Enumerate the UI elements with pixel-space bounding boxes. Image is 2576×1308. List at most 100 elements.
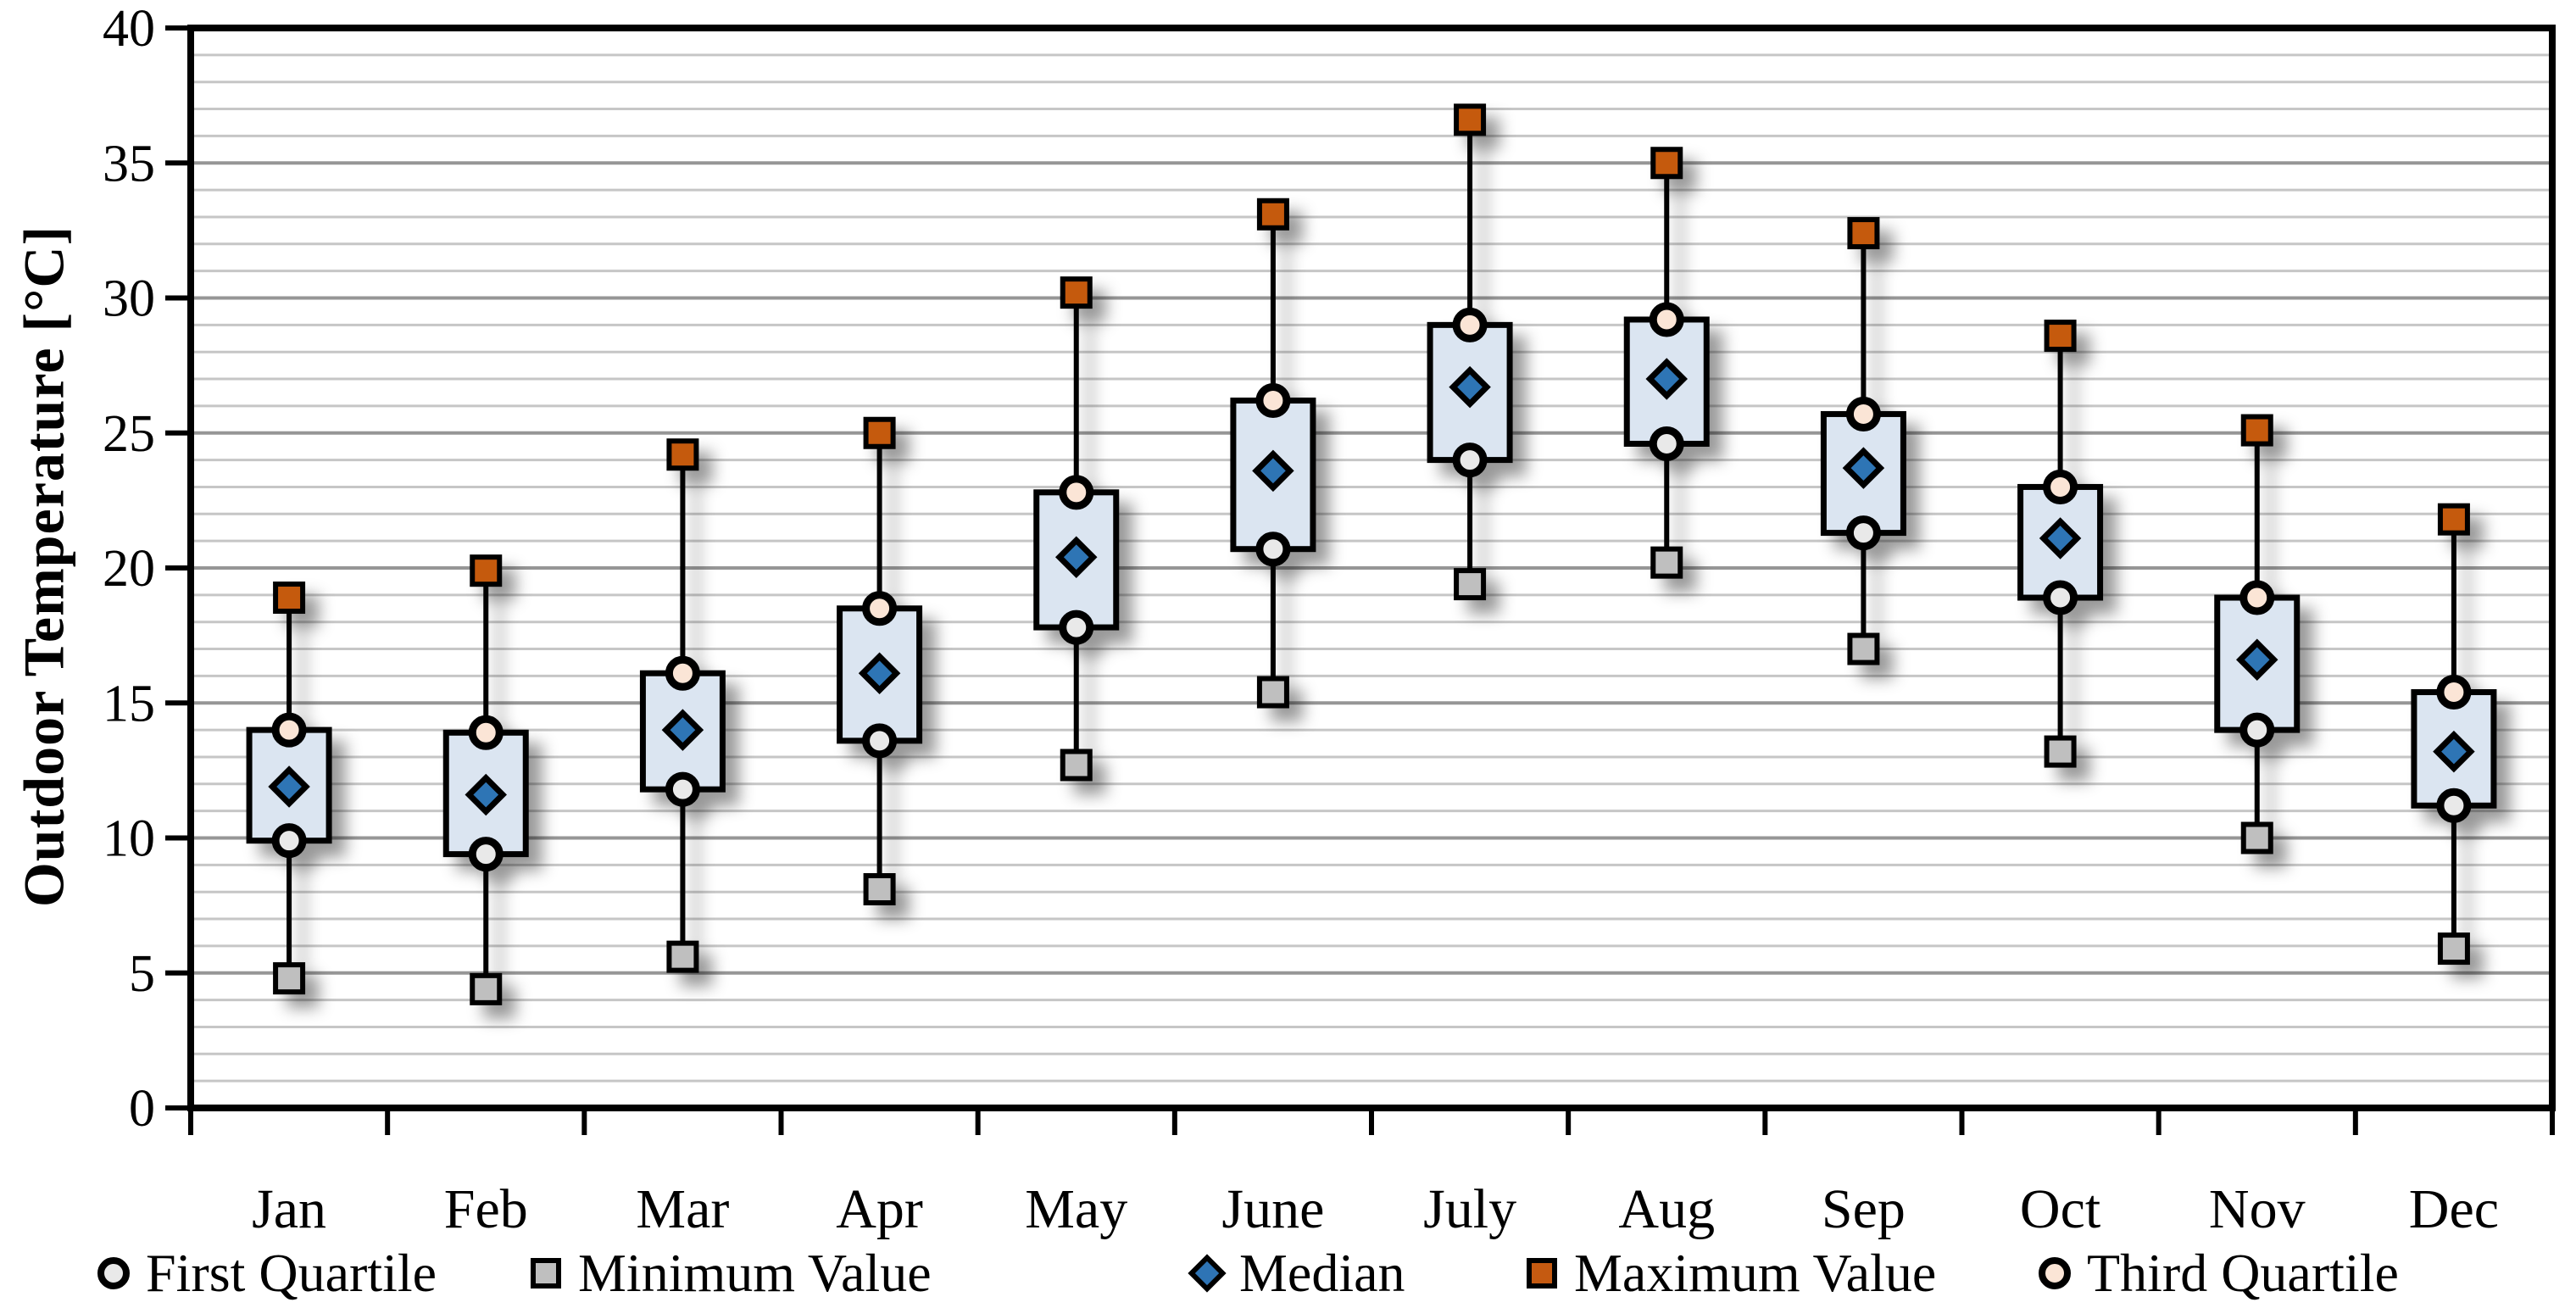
square-marker-icon [531,1258,561,1289]
first-quartile-marker [468,837,504,872]
boxplot-feb [442,554,529,1005]
y-tick-label: 0 [129,1080,155,1138]
third-quartile-marker [468,715,504,750]
legend-item-minimum-value: Minimum Value [526,1239,932,1307]
maximum-marker [1454,103,1487,136]
minimum-marker [1060,749,1093,782]
first-quartile-marker [2239,712,2275,748]
y-tick-label: 10 [103,810,155,868]
median-marker [1252,449,1294,493]
first-quartile-marker [2436,788,2472,823]
legend-label: Maximum Value [1574,1243,1937,1303]
boxplot-oct [2017,320,2104,768]
first-quartile-marker [1255,532,1291,567]
x-tick-label: Apr [836,1178,923,1240]
legend-label: Minimum Value [578,1243,932,1303]
legend-label: First Quartile [146,1243,437,1303]
x-tick-label: Jan [252,1178,326,1240]
minimum-marker [470,972,503,1005]
maximum-marker [1650,147,1683,180]
boxplot-aug [1623,147,1710,579]
third-quartile-marker [1845,396,1881,431]
x-tick-label: June [1221,1178,1324,1240]
maximum-marker [2044,320,2077,353]
median-marker [465,773,507,816]
third-quartile-marker [271,712,307,748]
y-tick-label: 15 [103,675,155,732]
median-marker [2433,730,2475,773]
x-tick-label: Nov [2209,1178,2306,1240]
first-quartile-marker [1452,442,1488,478]
boxplot-july [1427,103,1513,601]
x-tick-label: Mar [636,1178,729,1240]
circle-marker-icon [2039,1257,2071,1289]
x-tick-label: Dec [2409,1178,2499,1240]
square-marker-icon [1527,1258,1557,1289]
minimum-marker [2044,735,2077,768]
axes-frame [165,25,2556,1135]
legend: First Quartile Minimum Value Median Maximum… [0,1239,2576,1307]
legend-item-first-quartile: First Quartile [93,1239,437,1307]
minimum-marker [1847,632,1880,665]
y-tick-label: 30 [103,270,155,328]
maximum-marker [1847,217,1880,250]
third-quartile-marker [665,655,700,691]
third-quartile-marker [1649,302,1684,337]
minimum-marker [863,873,896,906]
first-quartile-marker [271,823,307,859]
legend-circle [97,1257,130,1289]
minimum-marker [666,940,699,973]
boxplot-jan [246,582,332,995]
gridlines [191,53,2552,1083]
maximum-marker [470,554,503,587]
third-quartile-marker [862,591,898,626]
boxplot-sep [1820,217,1906,665]
first-quartile-marker [1059,609,1094,645]
axis-labels: 0 5 10 15 20 25 30 35 40 Jan Feb Mar Apr May June July A… [103,0,2499,1240]
maximum-marker [273,582,306,615]
median-marker [661,709,704,751]
x-tick-label: May [1025,1178,1127,1240]
median-marker [2236,638,2278,682]
third-quartile-marker [2043,469,2078,504]
legend-circle [2039,1257,2071,1289]
legend-diamond [1188,1254,1227,1293]
minimum-marker [2240,821,2273,854]
maximum-marker [1060,276,1093,309]
third-quartile-marker [2436,675,2472,710]
first-quartile-marker [862,723,898,759]
legend-label: Median [1239,1243,1405,1303]
x-tick-label: Aug [1618,1178,1715,1240]
boxplot-mar [639,438,726,973]
third-quartile-marker [2239,580,2275,615]
maximum-marker [2240,414,2273,447]
minimum-marker [1454,568,1487,601]
series-layer [246,103,2497,1005]
boxplot-dec [2411,503,2497,966]
y-tick-label: 25 [103,405,155,463]
median-marker [1055,536,1098,579]
legend-label: Third Quartile [2087,1243,2399,1303]
minimum-marker [1256,676,1289,709]
first-quartile-marker [1845,515,1881,551]
first-quartile-marker [1649,426,1684,461]
y-tick-label: 40 [103,0,155,58]
x-tick-label: Feb [444,1178,528,1240]
x-tick-label: Sep [1822,1178,1906,1240]
y-tick-label: 5 [129,945,155,1003]
iqr-box [1033,489,1120,631]
median-marker [1449,365,1491,409]
minimum-marker [1650,546,1683,579]
x-tick-label: July [1423,1178,1516,1240]
legend-item-maximum-value: Maximum Value [1522,1239,1936,1307]
median-marker [858,652,901,694]
boxplot-apr [837,416,923,906]
y-tick-label: 20 [103,540,155,598]
diamond-marker-icon [1188,1254,1227,1293]
y-axis-title: Outdoor Temperature [°C] [11,225,76,908]
boxplot-june [1230,198,1316,709]
legend-square [531,1258,561,1289]
maximum-marker [2437,503,2470,536]
